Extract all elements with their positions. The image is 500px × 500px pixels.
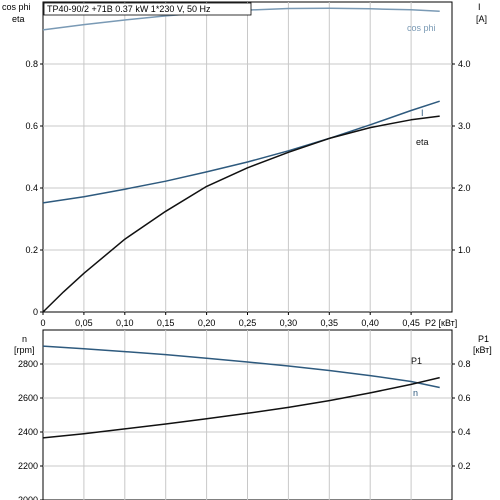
- upper-left-axis-label-line2: eta: [12, 14, 25, 24]
- input-power-curve-label: P1: [411, 356, 422, 366]
- left-tick-label: 0.2: [25, 245, 38, 255]
- x-tick-label: 0,35: [321, 318, 339, 328]
- x-tick-label: 0,40: [361, 318, 379, 328]
- left-tick-label: 0.4: [25, 183, 38, 193]
- x-tick-label: 0,30: [280, 318, 298, 328]
- right-tick-label: 4.0: [458, 59, 471, 69]
- lower-gridlines: [43, 330, 452, 500]
- x-tick-label: 0: [40, 318, 45, 328]
- lower-left-axis-ticks: 2000 2200 2400 2600 2800: [18, 359, 43, 500]
- x-tick-label: 0,45: [402, 318, 420, 328]
- series-line-i: [42, 100, 440, 204]
- upper-chart-panel: 0 0.2 0.4 0.6 0.8 1.0 2.0 3.0 4.0 0 0,05 0,10 0,15…: [2, 1, 487, 328]
- chart-title: TP40-90/2 +71B 0.37 kW 1*230 V, 50 Hz: [47, 4, 211, 14]
- right-tick-label: 1.0: [458, 245, 471, 255]
- title-box: [43, 2, 252, 16]
- left-tick-label: 2400: [18, 427, 38, 437]
- lower-left-axis-label-line2: [rpm]: [14, 345, 35, 355]
- right-tick-label: 3.0: [458, 121, 471, 131]
- x-axis-label: P2 [кВт]: [425, 318, 457, 328]
- x-tick-label: 0,05: [75, 318, 93, 328]
- x-tick-label: 0,20: [198, 318, 216, 328]
- left-tick-label: 2600: [18, 393, 38, 403]
- upper-right-axis-ticks: 1.0 2.0 3.0 4.0: [452, 59, 471, 255]
- right-tick-label: 0.4: [458, 427, 471, 437]
- right-tick-label: 0.2: [458, 461, 471, 471]
- lower-left-axis-label-line1: n: [22, 334, 27, 344]
- lower-right-axis-ticks: 0.2 0.4 0.6 0.8: [452, 359, 471, 471]
- left-tick-label: 2000: [18, 495, 38, 500]
- series-line-n: [42, 345, 440, 389]
- lower-chart-panel: 2000 2200 2400 2600 2800 0.2 0.4 0.6 0.8 n [rpm…: [14, 329, 492, 500]
- upper-left-axis-label-line1: cos phi: [2, 2, 31, 12]
- left-tick-label: 0: [33, 307, 38, 317]
- efficiency-curve-label: eta: [416, 137, 429, 147]
- right-tick-label: 2.0: [458, 183, 471, 193]
- right-tick-label: 0.8: [458, 359, 471, 369]
- series-line-p1: [42, 376, 440, 439]
- current-curve-label: I: [421, 108, 424, 118]
- x-tick-label: 0,10: [116, 318, 134, 328]
- left-tick-label: 0.6: [25, 121, 38, 131]
- series-line-eta: [42, 115, 440, 313]
- cos-phi-curve-label: cos phi: [407, 23, 436, 33]
- upper-right-axis-label-line1: I: [478, 2, 481, 12]
- left-tick-label: 0.8: [25, 59, 38, 69]
- left-tick-label: 2200: [18, 461, 38, 471]
- x-tick-label: 0,15: [157, 318, 175, 328]
- upper-right-axis-label-line2: [A]: [476, 14, 487, 24]
- x-tick-label: 0,25: [239, 318, 257, 328]
- right-tick-label: 0.6: [458, 393, 471, 403]
- x-axis-ticks: 0 0,05 0,10 0,15 0,20 0,25 0,30 0,35 0,40 0,45: [40, 312, 420, 328]
- left-tick-label: 2800: [18, 359, 38, 369]
- lower-series: [42, 345, 440, 439]
- lower-right-axis-label-line2: [кВт]: [473, 345, 492, 355]
- speed-curve-label: n: [413, 388, 418, 398]
- lower-right-axis-label-line1: P1: [478, 334, 489, 344]
